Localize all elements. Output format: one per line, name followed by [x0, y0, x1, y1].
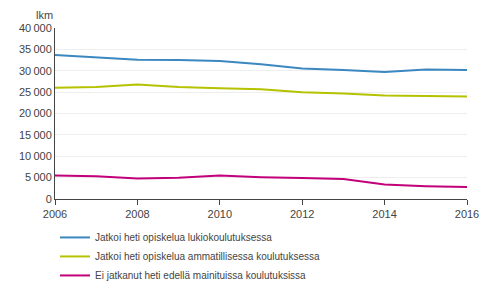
- svg-text:10 000: 10 000: [19, 150, 52, 162]
- svg-text:35 000: 35 000: [19, 43, 52, 55]
- svg-text:30 000: 30 000: [19, 65, 52, 77]
- svg-text:2010: 2010: [208, 208, 232, 220]
- svg-text:Jatkoi heti opiskelua ammatill: Jatkoi heti opiskelua ammatillisessa kou…: [95, 251, 320, 262]
- svg-text:15 000: 15 000: [19, 129, 52, 141]
- svg-text:2014: 2014: [372, 208, 396, 220]
- svg-text:0: 0: [46, 193, 52, 205]
- svg-text:40 000: 40 000: [19, 22, 52, 34]
- svg-text:2012: 2012: [290, 208, 314, 220]
- svg-text:20 000: 20 000: [19, 107, 52, 119]
- svg-text:2016: 2016: [455, 208, 479, 220]
- svg-text:Ei jatkanut heti edellä mainit: Ei jatkanut heti edellä mainituissa koul…: [95, 270, 306, 281]
- svg-text:Jatkoi heti opiskelua lukiokou: Jatkoi heti opiskelua lukiokoulutuksessa: [95, 232, 272, 243]
- svg-text:lkm: lkm: [36, 9, 53, 21]
- svg-text:25 000: 25 000: [19, 86, 52, 98]
- svg-text:2008: 2008: [125, 208, 149, 220]
- svg-text:2006: 2006: [43, 208, 67, 220]
- svg-text:5 000: 5 000: [25, 171, 52, 183]
